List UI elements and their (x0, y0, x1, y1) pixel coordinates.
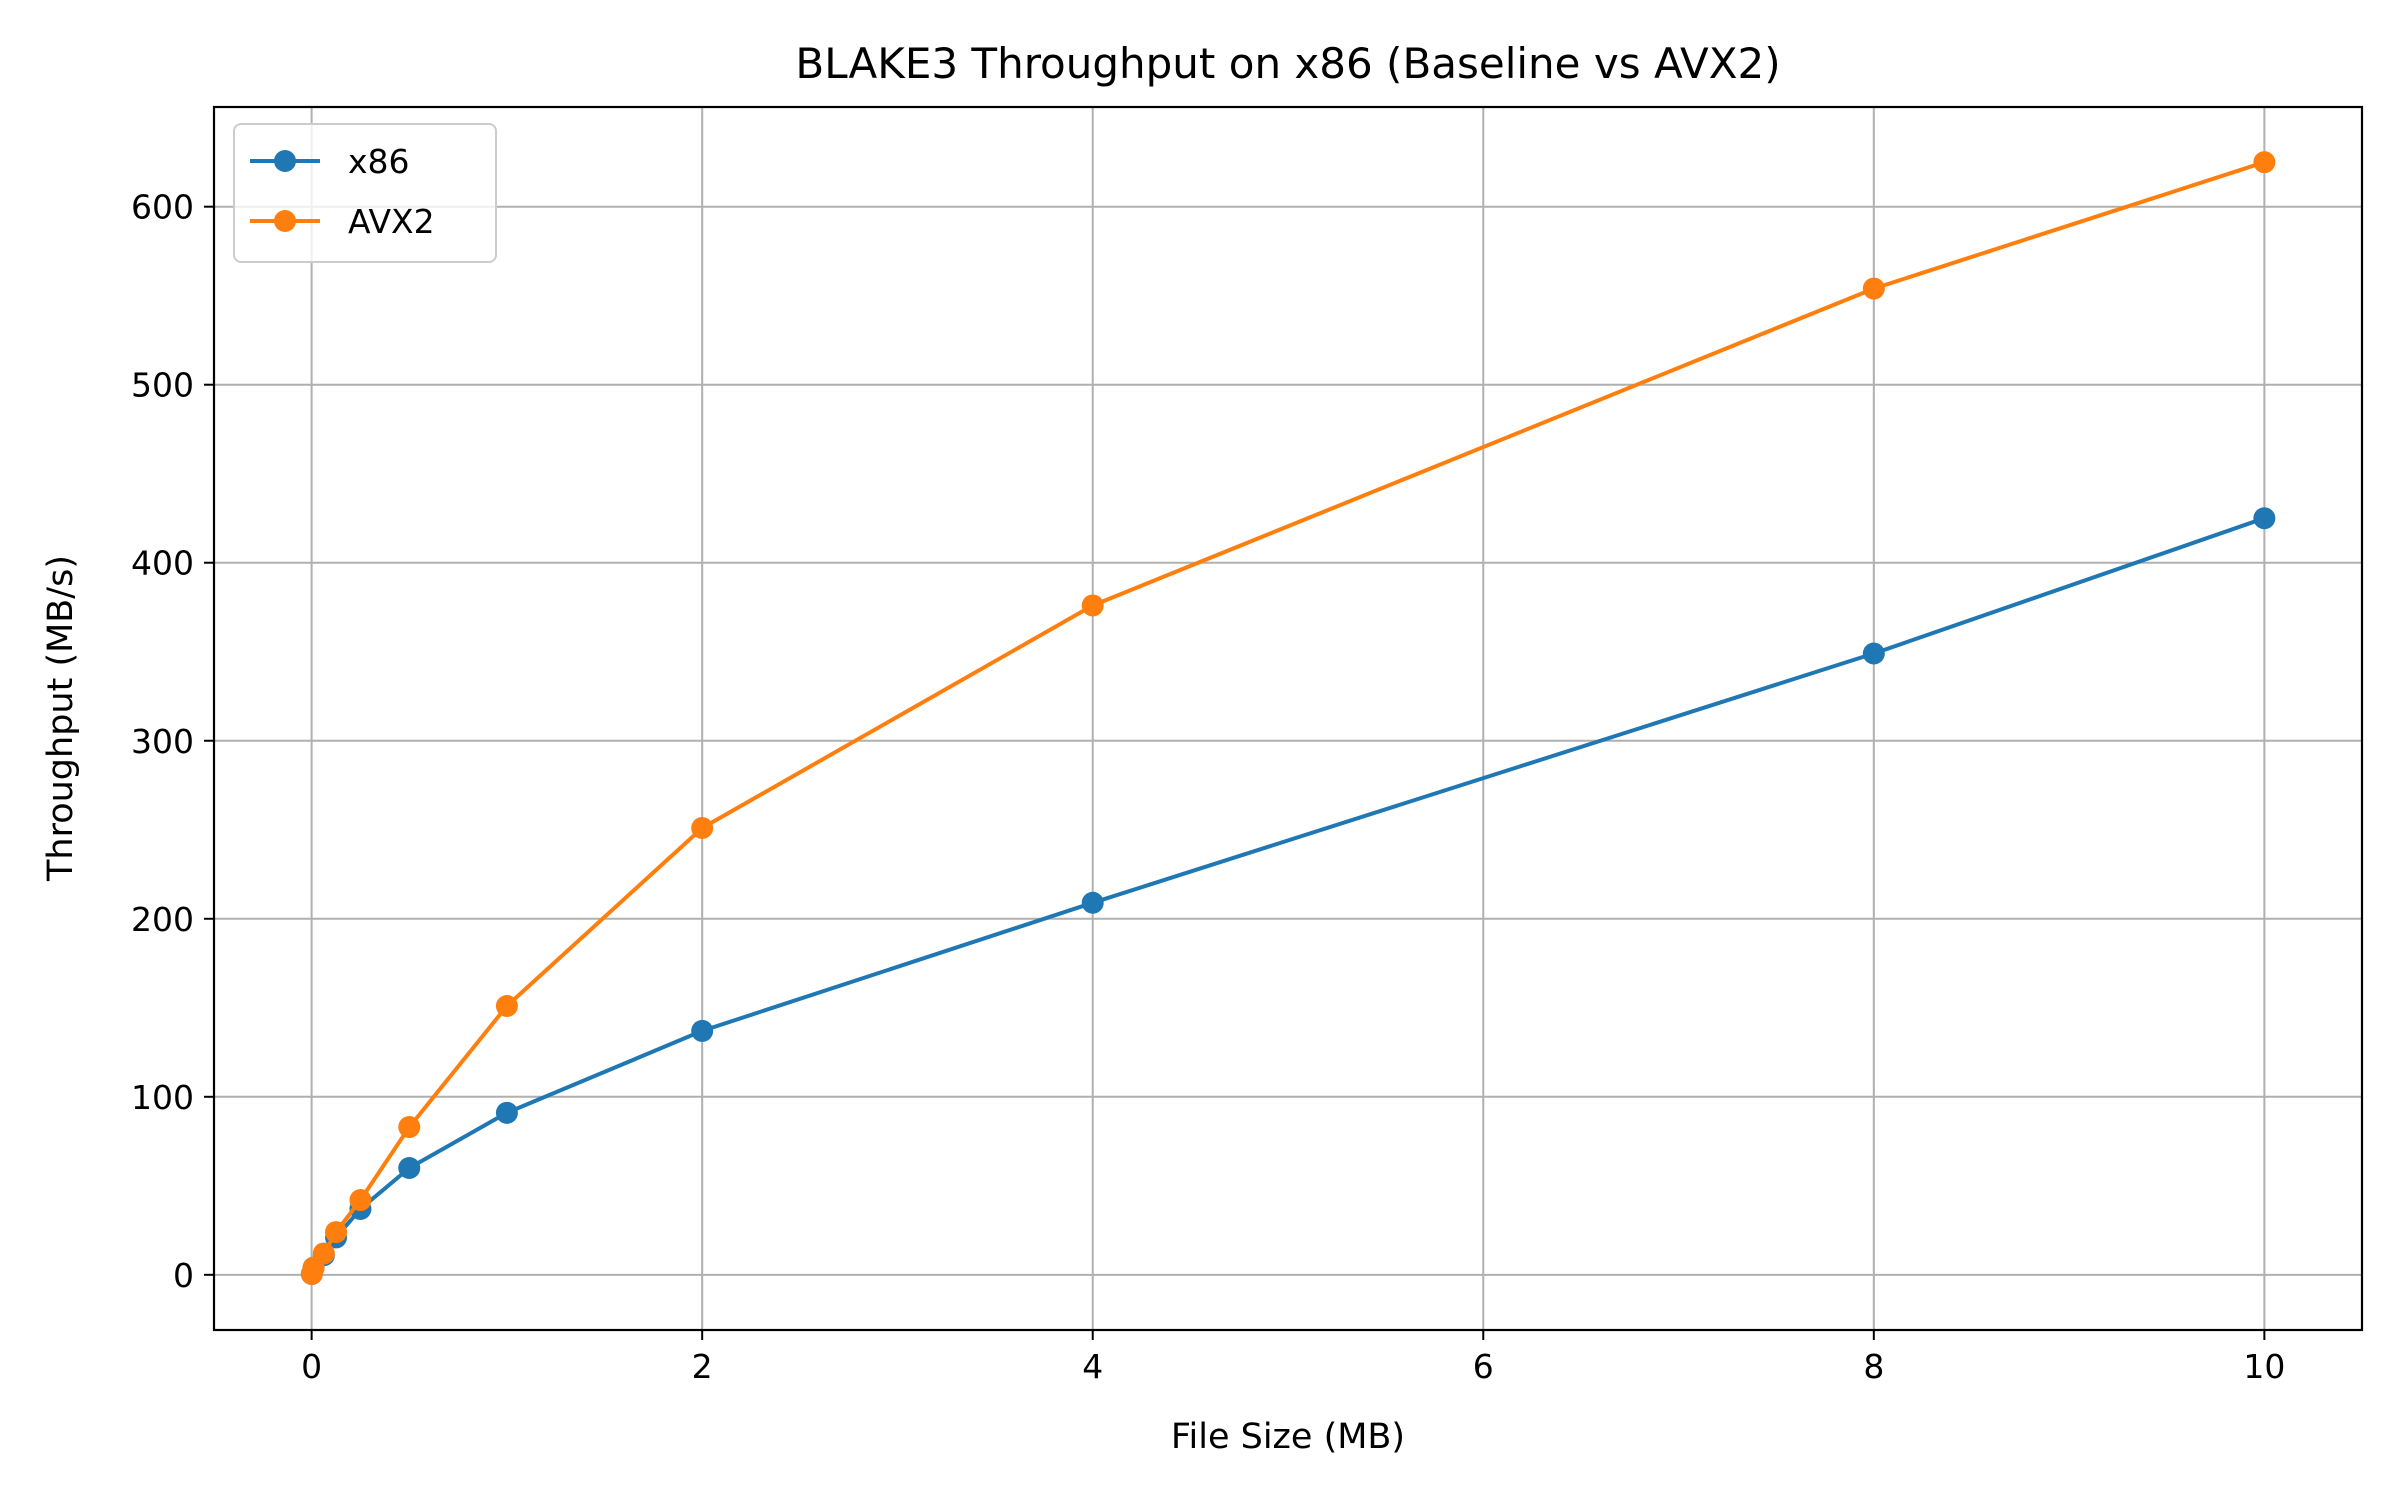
series-avx2 (300, 151, 2276, 1285)
x-tick-label: 4 (1082, 1347, 1103, 1386)
legend: x86 AVX2 (233, 123, 497, 263)
data-point-x86 (1862, 642, 1885, 665)
y-tick-label: 400 (131, 544, 194, 583)
data-point-avx2 (325, 1221, 348, 1244)
data-point-x86 (398, 1157, 421, 1180)
grid-lines (214, 107, 2362, 1330)
data-point-avx2 (495, 995, 518, 1018)
data-point-x86 (691, 1019, 714, 1042)
y-tick-label: 200 (131, 900, 194, 939)
x-axis-label: File Size (MB) (1171, 1417, 1405, 1457)
x-tick-label: 0 (301, 1347, 322, 1386)
data-point-avx2 (2253, 151, 2276, 174)
legend-marker-avx2 (274, 210, 296, 232)
x-tick-label: 8 (1863, 1347, 1884, 1386)
x-tick-label: 2 (692, 1347, 713, 1386)
y-tick-label: 600 (131, 188, 194, 227)
y-tick-label: 500 (131, 366, 194, 405)
data-point-avx2 (1862, 277, 1885, 300)
y-axis-label: Throughput (MB/s) (41, 555, 81, 882)
x-tick-label: 6 (1473, 1347, 1494, 1386)
data-point-avx2 (312, 1242, 335, 1265)
data-point-avx2 (349, 1189, 372, 1212)
x-tick-label: 10 (2243, 1347, 2285, 1386)
data-point-avx2 (1081, 594, 1104, 617)
legend-box (233, 123, 497, 263)
data-point-x86 (495, 1101, 518, 1124)
legend-label-x86: x86 (348, 142, 410, 181)
data-point-avx2 (691, 816, 714, 839)
data-point-x86 (1081, 891, 1104, 914)
data-point-x86 (2253, 507, 2276, 530)
series-layer (300, 151, 2276, 1285)
y-tick-label: 0 (173, 1256, 194, 1295)
legend-marker-x86 (274, 150, 296, 172)
data-point-avx2 (398, 1116, 421, 1139)
legend-label-avx2: AVX2 (348, 202, 435, 241)
y-tick-label: 300 (131, 722, 194, 761)
y-tick-label: 100 (131, 1078, 194, 1117)
chart-title: BLAKE3 Throughput on x86 (Baseline vs AV… (795, 39, 1780, 88)
plot-frame (212, 105, 2364, 1332)
